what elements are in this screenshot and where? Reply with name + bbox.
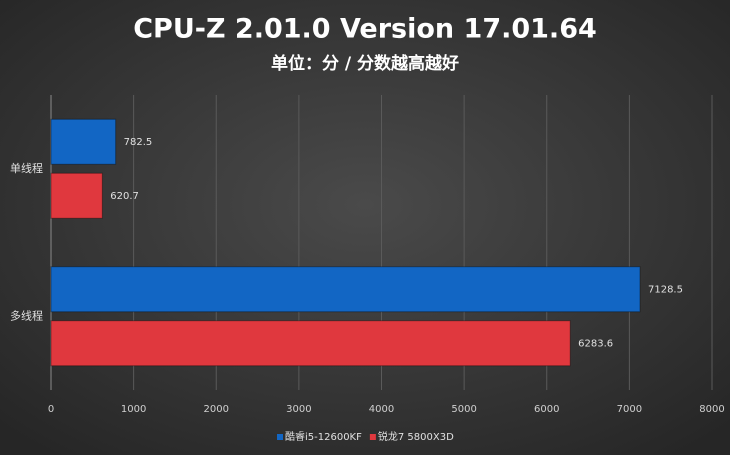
bar (50, 118, 117, 165)
x-tick-label: 7000 (617, 404, 642, 415)
x-tick-label: 5000 (451, 404, 476, 415)
y-tick-label: 单线程 (10, 161, 43, 175)
data-label: 782.5 (124, 137, 153, 148)
data-label: 620.7 (110, 191, 139, 202)
x-tick-label: 0 (48, 404, 54, 415)
data-label: 6283.6 (578, 338, 613, 349)
y-tick-label: 多线程 (10, 308, 43, 322)
bar (50, 266, 641, 313)
x-tick-label: 1000 (121, 404, 146, 415)
legend-swatch (277, 434, 283, 440)
x-tick-label: 8000 (699, 404, 724, 415)
chart-subtitle: 单位：分 / 分数越高越好 (271, 53, 459, 74)
data-label: 7128.5 (648, 284, 683, 295)
bar (50, 172, 103, 219)
chart-title: CPU-Z 2.01.0 Version 17.01.64 (133, 14, 597, 45)
x-tick-label: 4000 (369, 404, 394, 415)
legend-label: 酷睿i5-12600KF (285, 430, 362, 443)
legend-label: 锐龙7 5800X3D (378, 430, 454, 443)
legend-swatch (369, 434, 376, 440)
x-tick-label: 6000 (534, 404, 559, 415)
x-tick-label: 3000 (286, 404, 311, 415)
x-tick-label: 2000 (204, 404, 229, 415)
bar (50, 320, 571, 367)
